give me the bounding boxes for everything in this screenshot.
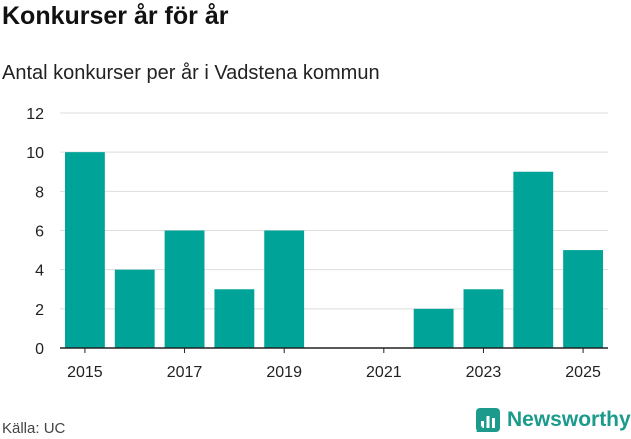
x-tick-label: 2015 (67, 364, 103, 381)
bar (563, 250, 604, 348)
y-tick-label: 0 (35, 341, 44, 358)
bar (164, 230, 205, 348)
bar-chart: 0 2 4 6 8 10 12 2015 2017 2019 2021 2023 2025 (26, 106, 608, 381)
bar (114, 269, 155, 348)
x-tick-label: 2023 (466, 364, 502, 381)
x-tick-label: 2021 (366, 364, 402, 381)
bar (64, 152, 105, 348)
y-tick-label: 10 (26, 145, 44, 162)
brand-name: Newsworthy (507, 408, 631, 431)
y-tick-label: 2 (35, 302, 44, 319)
brand-logo: Newsworthy (475, 407, 631, 433)
x-tick-label: 2025 (565, 364, 601, 381)
bar (413, 308, 454, 348)
bar (264, 230, 305, 348)
y-tick-label: 4 (35, 263, 44, 280)
y-tick-label: 12 (26, 106, 44, 123)
y-tick-label: 6 (35, 224, 44, 241)
source-note: Källa: UC (2, 420, 66, 437)
bar (214, 289, 255, 348)
chart-subtitle: Antal konkurser per år i Vadstena kommun (2, 62, 380, 84)
bar (463, 289, 504, 348)
x-tick-label: 2017 (167, 364, 203, 381)
bar (513, 171, 554, 348)
x-tick-label: 2019 (266, 364, 302, 381)
y-tick-label: 8 (35, 184, 44, 201)
chart-title: Konkurser år för år (2, 2, 229, 30)
newsworthy-chart-icon (476, 408, 500, 432)
